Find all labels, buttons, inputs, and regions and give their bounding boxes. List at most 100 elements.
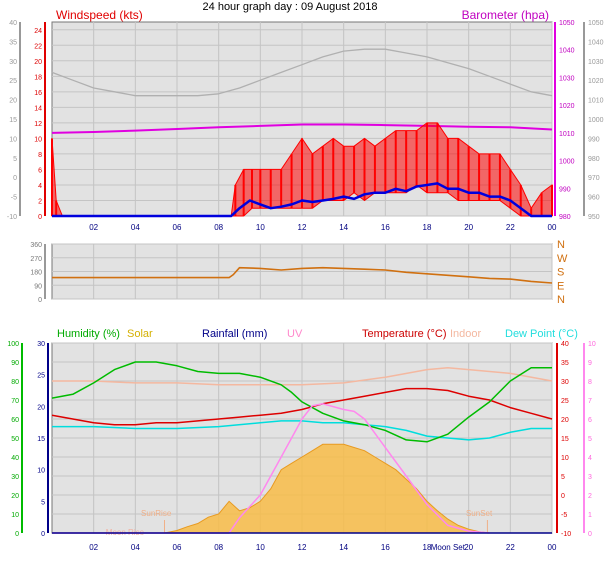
uv-tick-label: 7 [588, 398, 592, 405]
legend-temperature-c: Temperature (°C) [362, 328, 446, 340]
wind-x-tick-label: 04 [131, 223, 140, 232]
barometer-outer-tick-label: 970 [588, 175, 600, 182]
direction-tick-label: 0 [38, 297, 42, 304]
uv-tick-label: 8 [588, 379, 592, 386]
humidity-line [51, 361, 552, 443]
compass-label-w: W [557, 253, 568, 265]
temperature-x-tick-label: 02 [89, 543, 98, 552]
wind-barometer-panel: 024681012141618202224-10-505101520253035… [7, 8, 604, 232]
legend-uv: UV [287, 328, 303, 340]
temperature-x-tick-label: 06 [173, 543, 182, 552]
barometer-tick-label: 1010 [559, 131, 575, 138]
wind-outer-tick-label: -5 [11, 195, 17, 202]
direction-tick-label: 360 [30, 242, 42, 249]
windspeed-tick-label: 10 [34, 136, 42, 143]
rainfall-tick-label: 30 [37, 341, 45, 348]
temperature-tick-label: 15 [561, 436, 569, 443]
barometer-outer-tick-label: 1010 [588, 98, 604, 105]
wind-outer-tick-label: 5 [13, 156, 17, 163]
temperature-x-tick-label: 14 [339, 543, 348, 552]
legend-solar: Solar [127, 328, 153, 340]
rainfall-tick-label: 10 [37, 468, 45, 475]
barometer-trace-line [51, 48, 553, 97]
compass-label-e: E [557, 280, 564, 292]
temperature-tick-label: -5 [561, 512, 567, 519]
barometer-outer-tick-label: 1040 [588, 39, 604, 46]
windspeed-tick-label: 20 [34, 59, 42, 66]
humidity-tick-label: 10 [11, 512, 19, 519]
barometer-tick-label: 1020 [559, 103, 575, 110]
indoor-temperature-line [52, 366, 553, 386]
wind-x-tick-label: 00 [548, 223, 557, 232]
annotation-moon-set: Moon Set [431, 543, 466, 552]
barometer-outer-tick-label: 1030 [588, 59, 604, 66]
windspeed-tick-label: 14 [34, 105, 42, 112]
humidity-tick-label: 60 [11, 417, 19, 424]
temperature-tick-label: -10 [561, 531, 571, 538]
barometer-line [51, 123, 553, 134]
wind-outer-tick-label: 15 [9, 117, 17, 124]
temperature-legend: Humidity (%) Solar Rainfall (mm) UV Temperat… [57, 328, 578, 340]
temperature-x-tick-label: 10 [256, 543, 265, 552]
temperature-tick-label: 30 [561, 379, 569, 386]
temperature-tick-label: 0 [561, 493, 565, 500]
temperature-x-tick-label: 12 [298, 543, 307, 552]
windspeed-tick-label: 12 [34, 121, 42, 128]
barometer-axis-label: Barometer (hpa) [462, 8, 549, 22]
direction-series-layer [52, 266, 553, 284]
legend-dew-point-c: Dew Point (°C) [505, 328, 578, 340]
windspeed-tick-label: 2 [38, 198, 42, 205]
humidity-tick-label: 20 [11, 493, 19, 500]
annotation-sunset: SunSet [466, 509, 493, 518]
windspeed-tick-label: 4 [38, 183, 42, 190]
temperature-tick-label: 10 [561, 455, 569, 462]
compass-label-n: N [557, 294, 565, 306]
temperature-x-tick-label: 08 [214, 543, 223, 552]
humidity-tick-label: 80 [11, 379, 19, 386]
wind-x-tick-label: 02 [89, 223, 98, 232]
temperature-tick-label: 25 [561, 398, 569, 405]
wind-x-tick-label: 22 [506, 223, 515, 232]
barometer-outer-tick-label: 950 [588, 214, 600, 221]
wind-direction-line [52, 266, 553, 284]
temperature-x-tick-label: 22 [506, 543, 515, 552]
barometer-outer-tick-label: 1050 [588, 20, 604, 27]
rainfall-tick-label: 25 [37, 373, 45, 380]
humidity-tick-label: 40 [11, 455, 19, 462]
wind-average-line [52, 182, 552, 218]
windspeed-tick-label: 22 [34, 43, 42, 50]
wind-outer-tick-label: 20 [9, 98, 17, 105]
humidity-tick-label: 0 [15, 531, 19, 538]
humidity-tick-label: 100 [7, 341, 19, 348]
wind-x-tick-label: 06 [173, 223, 182, 232]
wind-x-tick-label: 20 [464, 223, 473, 232]
humidity-tick-label: 50 [11, 436, 19, 443]
compass-label-n: N [557, 239, 565, 251]
uv-tick-label: 5 [588, 436, 592, 443]
windspeed-tick-label: 18 [34, 74, 42, 81]
windspeed-tick-label: 16 [34, 90, 42, 97]
wind-outer-tick-label: -10 [7, 214, 17, 221]
uv-tick-label: 4 [588, 455, 592, 462]
barometer-tick-label: 1040 [559, 48, 575, 55]
humidity-tick-label: 30 [11, 474, 19, 481]
wind-outer-tick-label: 35 [9, 39, 17, 46]
uv-tick-label: 1 [588, 512, 592, 519]
temperature-tick-label: 40 [561, 341, 569, 348]
wind-x-tick-label: 18 [423, 223, 432, 232]
wind-outer-tick-label: 10 [9, 136, 17, 143]
barometer-outer-tick-label: 990 [588, 136, 600, 143]
annotation-sunrise: SunRise [141, 509, 172, 518]
dew-point-line [52, 420, 552, 441]
wind-x-tick-label: 14 [339, 223, 348, 232]
legend-humidity: Humidity (%) [57, 328, 120, 340]
humidity-tick-label: 70 [11, 398, 19, 405]
temperature-tick-label: 5 [561, 474, 565, 481]
rainfall-tick-label: 5 [41, 499, 45, 506]
windspeed-tick-label: 0 [38, 214, 42, 221]
rainfall-tick-label: 15 [37, 436, 45, 443]
uv-tick-label: 0 [588, 531, 592, 538]
